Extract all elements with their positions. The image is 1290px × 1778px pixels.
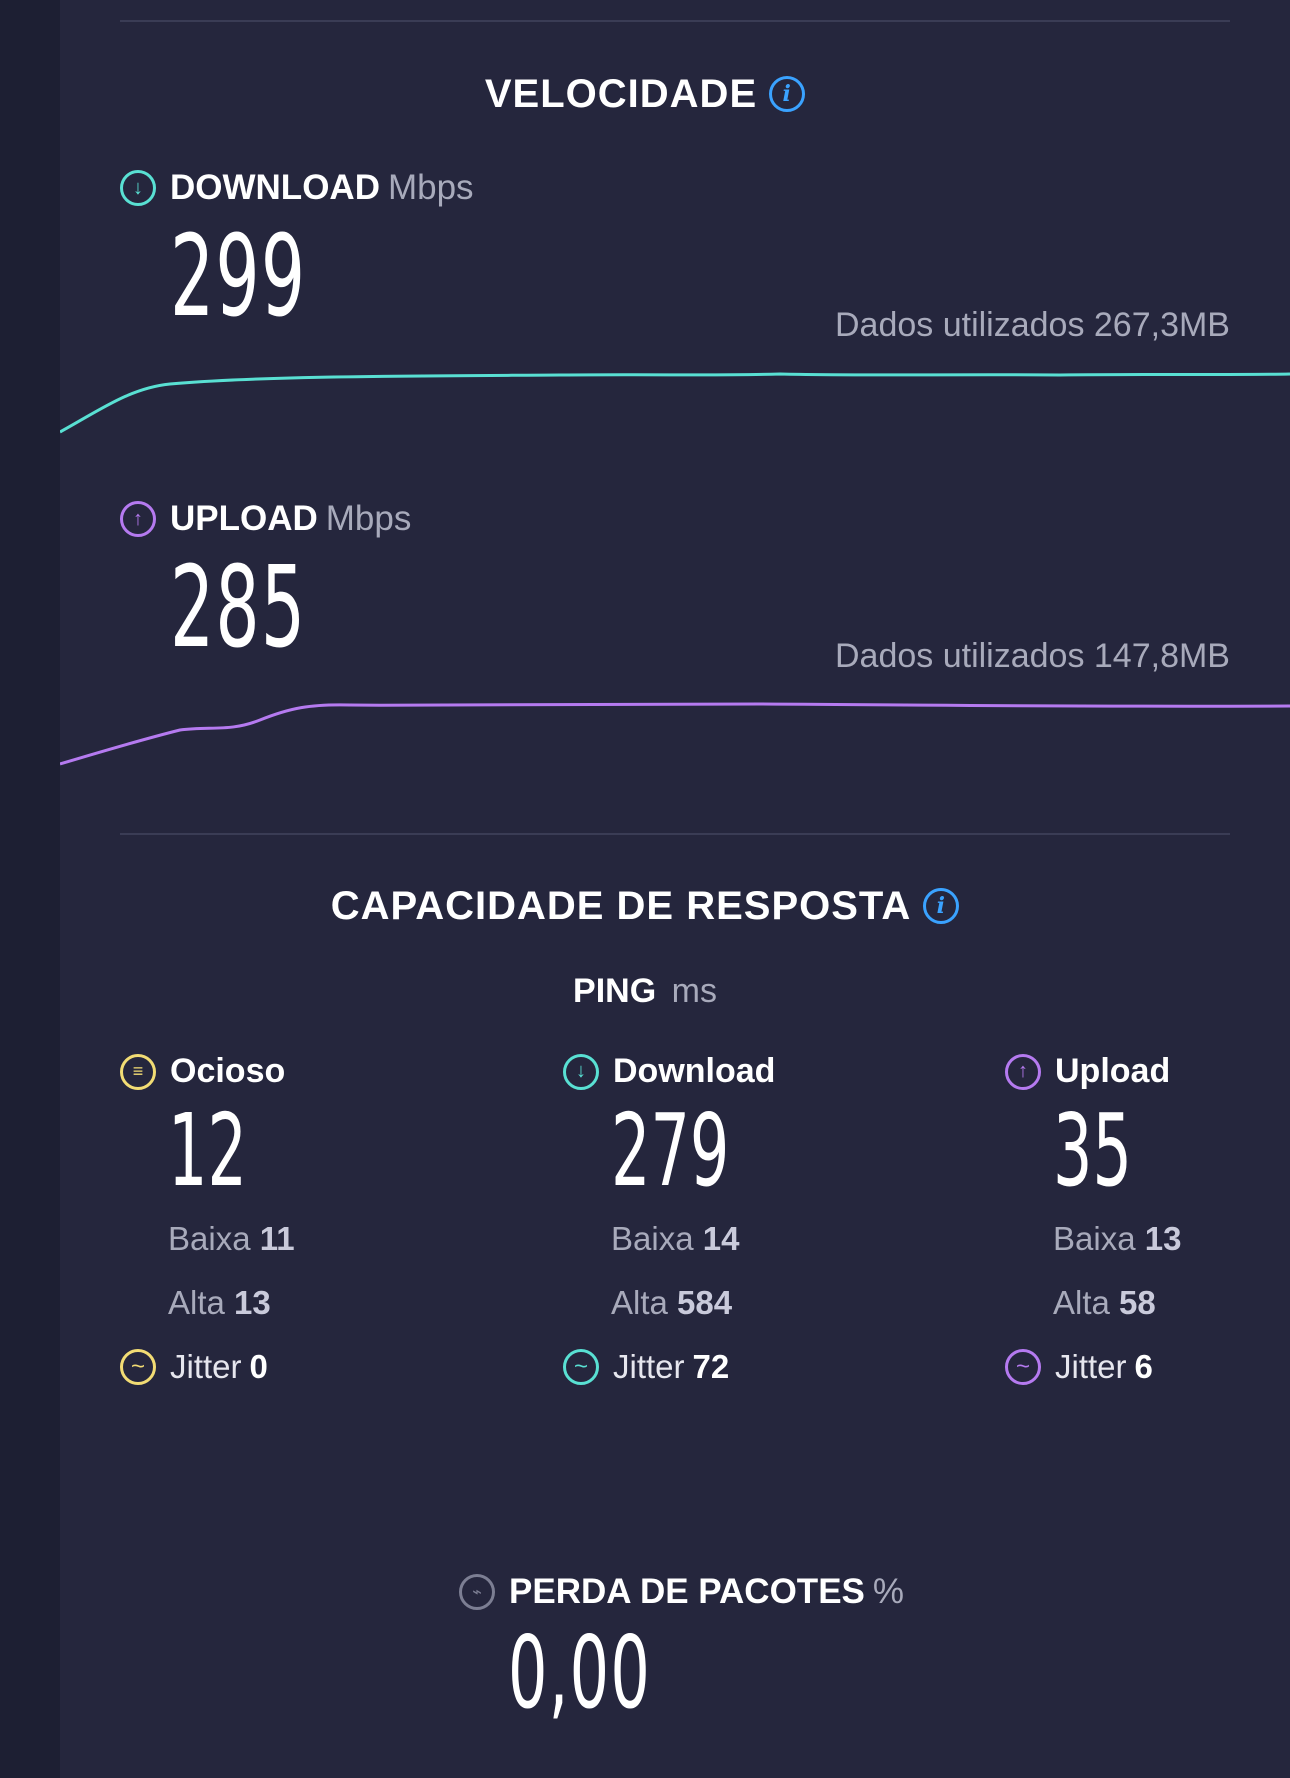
upload-data-used: Dados utilizados 147,8MB: [834, 637, 1230, 675]
packet-loss-label: ⌁ PERDA DE PACOTES %: [459, 1572, 904, 1612]
speed-section-title: VELOCIDADE i: [0, 72, 1290, 117]
ping-idle-jitter: ~ Jitter 0: [120, 1335, 480, 1399]
ping-download-heading: ↓ Download: [563, 1052, 923, 1091]
download-arrow-icon: ↓: [563, 1053, 599, 1090]
ping-idle-heading: ≡ Ocioso: [120, 1052, 480, 1091]
ping-column-download: ↓ Download 279 Baixa 14 Alta 584 ~ Jitte…: [563, 1052, 923, 1399]
ping-download-high: Alta 584: [611, 1284, 733, 1321]
ping-idle-value: 12: [168, 1092, 247, 1209]
download-arrow-icon: ↓: [120, 170, 156, 206]
upload-speed-line: [60, 702, 1290, 766]
middle-divider: [120, 833, 1230, 835]
ping-download-jitter: ~ Jitter 72: [563, 1335, 923, 1399]
idle-icon: ≡: [120, 1053, 156, 1090]
download-speed-line: [60, 372, 1290, 434]
ping-upload-high: Alta 58: [1053, 1284, 1156, 1321]
ping-column-idle: ≡ Ocioso 12 Baixa 11 Alta 13 ~ Jitter 0: [120, 1052, 480, 1399]
upload-label: ↑ UPLOAD Mbps: [120, 499, 411, 539]
ping-idle-low: Baixa 11: [168, 1220, 295, 1257]
ping-download-value: 279: [611, 1092, 730, 1209]
ping-download-low: Baixa 14: [611, 1220, 740, 1257]
ping-header: PING ms: [573, 972, 717, 1010]
ping-idle-high: Alta 13: [168, 1284, 271, 1321]
jitter-wave-icon: ~: [563, 1349, 599, 1385]
ping-upload-value: 35: [1053, 1092, 1132, 1209]
upload-arrow-icon: ↑: [1005, 1053, 1041, 1090]
download-label: ↓ DOWNLOAD Mbps: [120, 168, 474, 208]
upload-arrow-icon: ↑: [120, 501, 156, 537]
download-speed-graph: [60, 372, 1290, 434]
ping-upload-jitter: ~ Jitter 6: [1005, 1335, 1290, 1399]
jitter-wave-icon: ~: [1005, 1349, 1041, 1385]
jitter-wave-icon: ~: [120, 1349, 156, 1385]
upload-speed-graph: [60, 702, 1290, 766]
download-speed-value: 299: [170, 212, 307, 342]
upload-speed-value: 285: [170, 543, 307, 673]
packet-loss-value: 0,00: [508, 1614, 652, 1731]
top-divider: [120, 20, 1230, 22]
ping-upload-heading: ↑ Upload: [1005, 1052, 1290, 1091]
ping-upload-low: Baixa 13: [1053, 1220, 1182, 1257]
responsiveness-section-title: CAPACIDADE DE RESPOSTA i: [0, 884, 1290, 929]
speed-info-icon[interactable]: i: [769, 76, 806, 112]
results-panel: [60, 0, 1290, 1778]
download-data-used: Dados utilizados 267,3MB: [834, 306, 1230, 344]
packet-loss-icon: ⌁: [459, 1574, 495, 1610]
ping-column-upload: ↑ Upload 35 Baixa 13 Alta 58 ~ Jitter 6: [1005, 1052, 1290, 1399]
responsiveness-info-icon[interactable]: i: [923, 888, 960, 924]
